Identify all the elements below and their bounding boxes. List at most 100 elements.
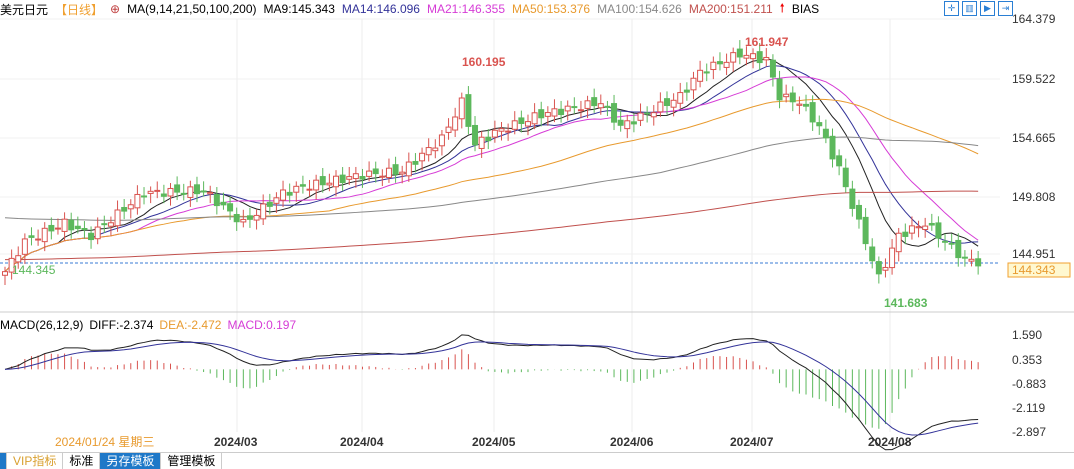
- candle-up: [207, 192, 214, 195]
- candle-up: [750, 53, 757, 60]
- arrow-up-icon[interactable]: 🠕: [779, 0, 785, 15]
- price-tick: 144.951: [1012, 247, 1056, 261]
- candle-down: [558, 108, 565, 116]
- candle-down: [339, 174, 346, 184]
- macd-dea: DEA:-2.472: [159, 318, 222, 332]
- candle-up: [882, 266, 889, 271]
- low-label: 141.683: [884, 296, 928, 310]
- candle-down: [604, 105, 611, 108]
- candle-down: [372, 168, 379, 175]
- macd-label[interactable]: MACD(26,12,9): [0, 318, 84, 332]
- last-price-label: 144.343: [1012, 263, 1056, 277]
- candle-down: [776, 78, 783, 101]
- candle-up: [584, 100, 591, 109]
- candle-up: [783, 93, 790, 98]
- ma21-line: [4, 76, 979, 272]
- candle-up: [187, 186, 194, 198]
- candle-up: [326, 182, 333, 186]
- tab-manage-template[interactable]: 管理模板: [161, 453, 223, 469]
- ma14-line: [4, 65, 979, 272]
- dea-line: [4, 341, 979, 436]
- candle-up: [333, 175, 339, 188]
- price-tick: 159.522: [1012, 72, 1056, 86]
- exit-icon[interactable]: ⇥: [998, 1, 1013, 16]
- candle-up: [8, 257, 15, 273]
- candle-up: [385, 167, 392, 178]
- candle-down: [227, 203, 234, 212]
- candle-up: [306, 188, 313, 191]
- candle-down: [855, 204, 862, 220]
- candle-down: [359, 176, 366, 180]
- candle-down: [538, 109, 545, 119]
- candle-down: [769, 59, 776, 78]
- candle-up: [524, 121, 531, 127]
- price-tick: 154.665: [1012, 131, 1056, 145]
- candle-down: [849, 188, 856, 209]
- candle-down: [412, 160, 419, 165]
- macd-tick: -0.883: [1012, 377, 1046, 391]
- bias-label[interactable]: BIAS: [791, 2, 820, 16]
- candle-down: [68, 219, 75, 231]
- x-axis-label: 2024/07: [730, 435, 774, 449]
- candle-up: [895, 232, 902, 253]
- candle-up: [419, 152, 426, 162]
- candle-up: [458, 97, 465, 120]
- candle-up: [796, 103, 803, 106]
- candle-up: [531, 112, 538, 125]
- zoom-icon[interactable]: ▥: [962, 1, 977, 16]
- play-icon[interactable]: ▶: [980, 1, 995, 16]
- ma-settings-icon[interactable]: ⊕: [110, 2, 121, 16]
- candle-up: [94, 226, 101, 240]
- candle-up: [127, 204, 134, 210]
- candle-up: [366, 170, 373, 177]
- candle-up: [280, 189, 287, 201]
- candle-down: [200, 190, 207, 193]
- ma9-line: [4, 58, 979, 272]
- candle-up: [313, 179, 320, 191]
- candle-down: [193, 184, 200, 195]
- x-axis-label: 2024/08: [868, 435, 912, 449]
- ma-label[interactable]: MA(9,14,21,50,100,200): [127, 2, 257, 16]
- candle-down: [716, 61, 723, 65]
- candle-down: [869, 246, 876, 262]
- candle-up: [743, 54, 750, 59]
- ma200-value: MA200:151.211: [688, 2, 773, 16]
- tab-standard[interactable]: 标准: [63, 453, 101, 469]
- candle-down: [591, 97, 598, 107]
- candle-down: [829, 135, 836, 160]
- candle-up: [260, 203, 267, 220]
- candle-down: [213, 194, 220, 207]
- tab-save-template[interactable]: 另存模板: [100, 453, 162, 469]
- price-chart[interactable]: 160.195 161.947 141.683 144.345 144.343 164.3…: [0, 0, 1074, 452]
- period-label[interactable]: 【日线】: [55, 2, 104, 17]
- chart-header: 美元日元 【日线】 ⊕ MA(9,14,21,50,100,200) MA9:1…: [0, 0, 819, 18]
- candle-up: [425, 147, 432, 156]
- candle-up: [968, 258, 975, 262]
- macd-diff: DIFF:-2.374: [89, 318, 154, 332]
- ma100-value: MA100:154.626: [597, 2, 682, 16]
- candle-down: [220, 201, 227, 206]
- chart-toolbar: ✛ ▥ ▶ ⇥: [944, 1, 1013, 16]
- candle-down: [174, 184, 181, 193]
- candle-up: [2, 271, 8, 276]
- candle-up: [690, 77, 697, 91]
- candle-down: [630, 121, 637, 125]
- candle-down: [611, 103, 618, 123]
- tab-vip[interactable]: VIP指标: [7, 453, 64, 469]
- candle-down: [756, 51, 763, 64]
- candle-down: [809, 102, 816, 123]
- candle-down: [703, 71, 710, 74]
- crosshair-icon[interactable]: ✛: [944, 1, 959, 16]
- candle-down: [299, 184, 306, 187]
- candle-up: [670, 99, 677, 108]
- macd-tick: 0.353: [1012, 353, 1042, 367]
- candle-down: [902, 231, 909, 237]
- candle-up: [438, 134, 445, 147]
- candle-up: [379, 175, 386, 178]
- ma50-line: [4, 98, 979, 272]
- candle-down: [816, 122, 823, 127]
- price-tick: 149.808: [1012, 190, 1056, 204]
- x-axis-label: 2024/06: [610, 435, 654, 449]
- candle-up: [597, 103, 604, 109]
- candle-down: [233, 213, 240, 223]
